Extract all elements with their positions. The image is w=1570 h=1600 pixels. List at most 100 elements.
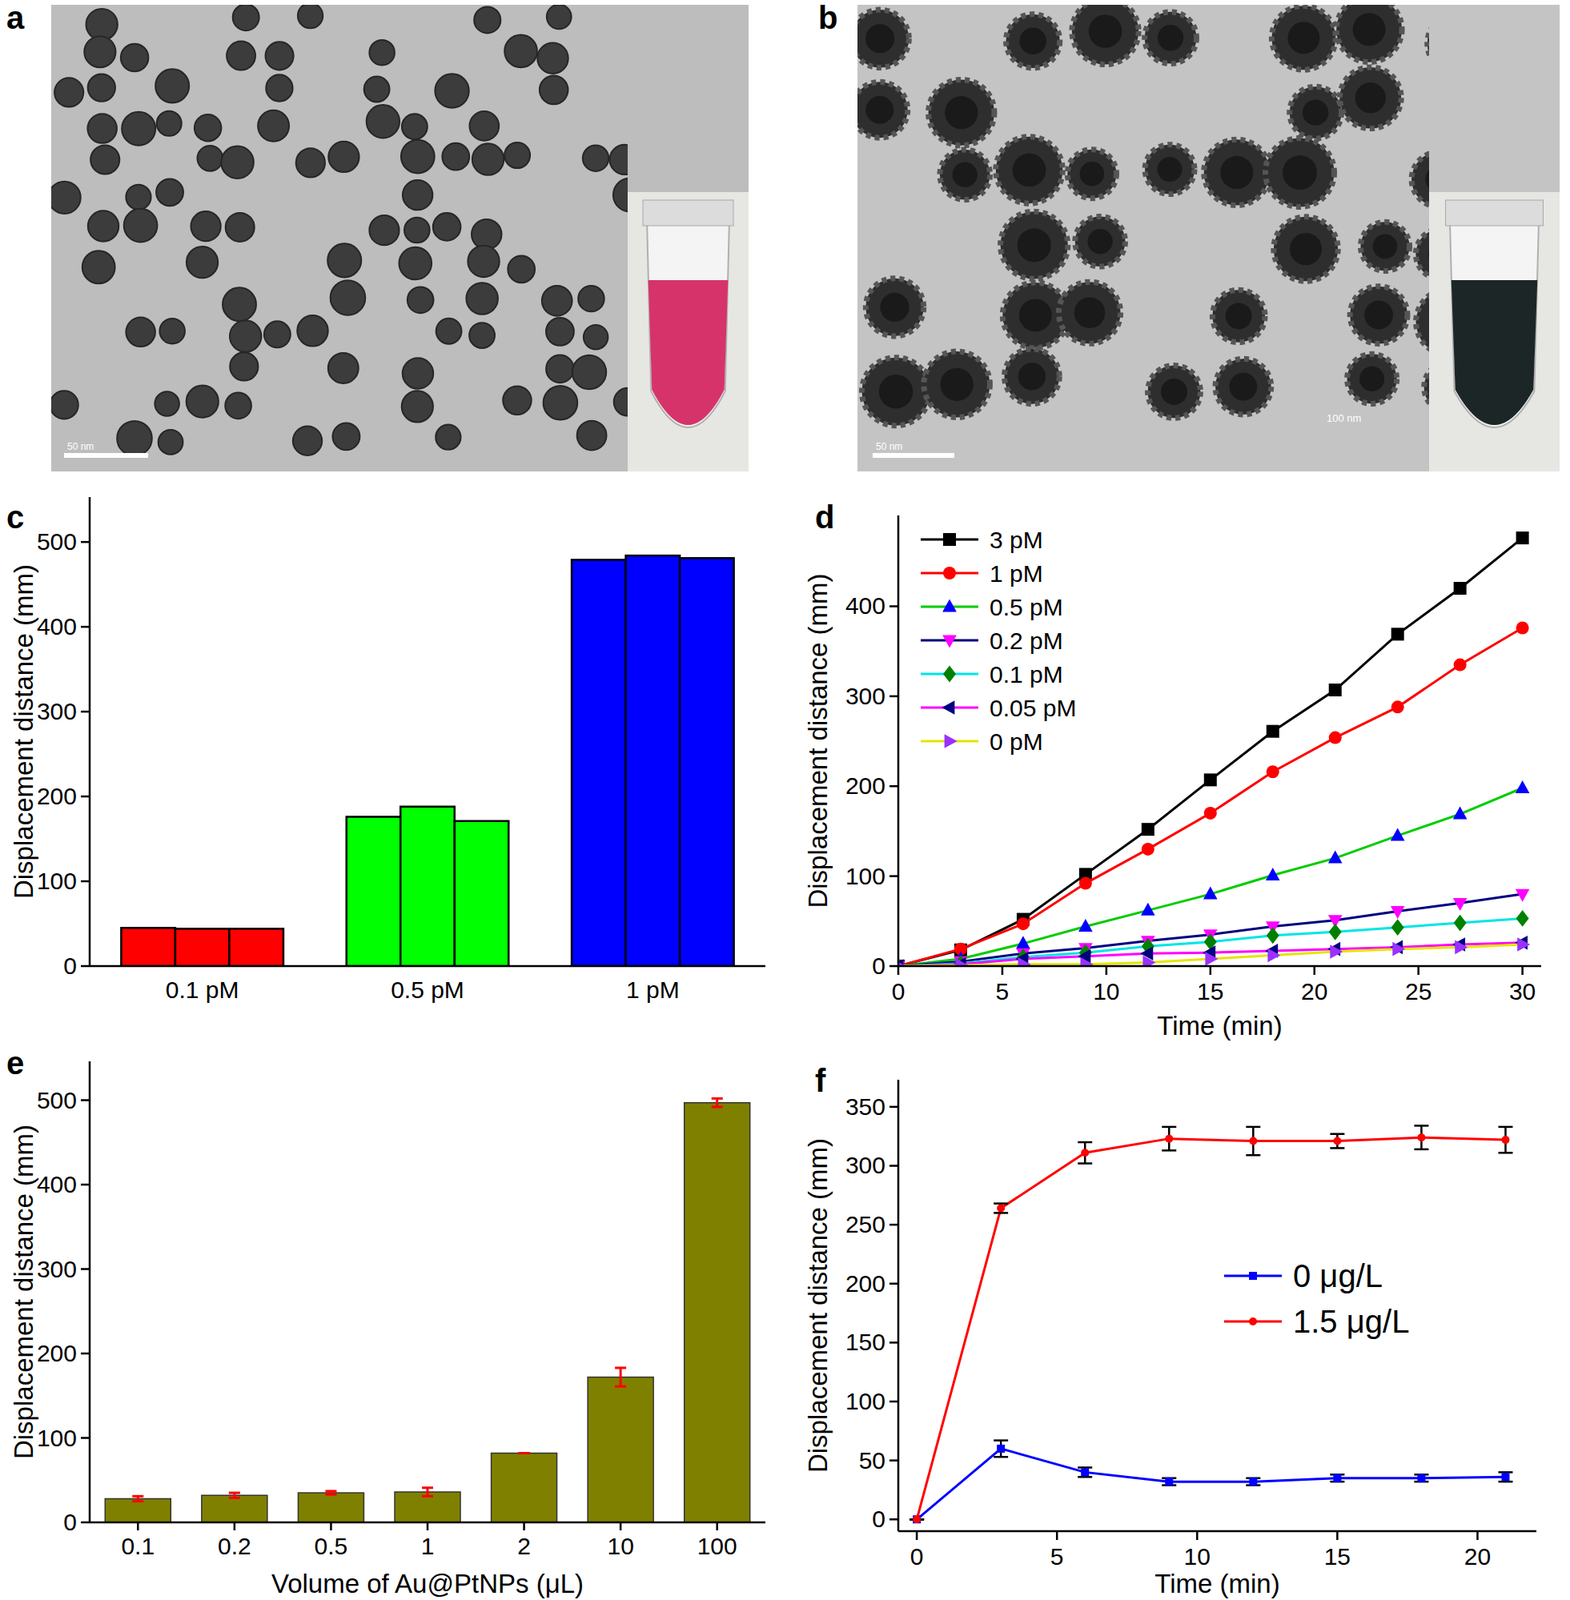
scale-label: 50 nm [67,441,94,453]
particle [90,144,120,174]
error-cap [325,1493,337,1497]
particle-core [1353,12,1386,46]
legend: 0 μg/L1.5 μg/L [1224,1258,1410,1340]
marker [1454,940,1468,956]
bar [175,928,230,967]
particle [332,422,360,450]
error-cap [1161,1126,1177,1129]
error-bar [993,1204,1008,1214]
x-tick [522,1522,526,1531]
x-tick [1336,1531,1339,1541]
y-tick-label: 400 [36,613,77,640]
x-tick [619,1522,623,1531]
panel-letter: b [818,0,838,36]
bar [571,559,627,967]
error-bar [993,1441,1008,1458]
error-cap [1497,1471,1513,1474]
particle [84,36,116,68]
error-bar [1161,1478,1177,1486]
particle-core [1355,82,1386,113]
particle [154,391,180,417]
x-tick-label: 10 [1092,978,1120,1005]
particle [366,104,400,138]
panel-letter: c [6,499,25,535]
particle [88,210,119,241]
particle [546,355,575,384]
x-tick [1196,1531,1199,1541]
marker [1265,867,1281,881]
particle [194,114,222,142]
x-tick [1476,1531,1479,1541]
marker [1248,1272,1257,1281]
y-tick [889,1459,899,1462]
y-tick-label: 300 [36,1256,77,1283]
error-bar [1161,1127,1177,1151]
marker [1204,773,1217,787]
particle [407,286,434,314]
marker [1453,898,1468,912]
series-line [898,787,1523,967]
marker [1392,942,1406,957]
particle-core [1019,28,1047,56]
particle [232,4,260,31]
particle-core [1287,21,1320,54]
particle [504,35,538,69]
error-line [426,1488,430,1498]
particle [1415,228,1430,279]
error-cap [132,1500,144,1503]
y-tick [80,541,90,544]
particle-core [1220,156,1253,189]
bar [346,816,402,967]
x-tick-label: 20 [1300,978,1328,1005]
inset-photo [1429,192,1560,472]
particle [190,211,221,241]
y-tick [889,965,899,968]
y-tick [80,880,90,884]
particle [328,353,359,384]
series-line [898,944,1523,967]
error-cap [421,1495,434,1498]
particle [613,177,628,212]
error-cap [1413,1148,1429,1152]
marker [1329,923,1342,941]
y-axis-title: Displacement distance (mm) [8,1124,39,1460]
particle-core [879,293,909,322]
error-cap [1161,1149,1177,1153]
error-bar [518,1453,531,1454]
particle [404,217,430,244]
marker [1266,765,1280,779]
particle-core [952,162,978,188]
marker [1516,531,1530,545]
particle [1427,14,1430,73]
x-tick [1105,966,1109,976]
particle [923,351,991,418]
particle-core [1359,366,1385,392]
particle [1212,289,1265,343]
particle [124,208,158,243]
particle [473,6,501,33]
marker [941,700,955,715]
marker [1266,927,1280,944]
marker [1204,951,1218,967]
y-tick-label: 200 [845,772,886,800]
x-tick-label: 20 [1464,1543,1491,1570]
marker [1141,823,1155,836]
particle-core [1373,234,1398,260]
y-tick-label: 300 [845,1152,886,1179]
particle-core [1088,14,1123,49]
particle [125,317,155,347]
x-axis [898,965,1542,968]
x-tick [1417,966,1420,976]
particle [471,219,502,249]
error-cap [1077,1476,1093,1479]
y-tick [80,1437,90,1440]
marker [1501,1473,1510,1482]
x-tick-label: 5 [995,978,1010,1005]
x-axis [898,1530,1537,1534]
series-line [898,918,1523,967]
x-axis-title: Time (min) [1156,1011,1282,1041]
error-cap [1329,1132,1345,1136]
marker [1203,886,1218,900]
x-tick-label: 0.2 [217,1533,252,1560]
particle-core [1428,241,1430,267]
